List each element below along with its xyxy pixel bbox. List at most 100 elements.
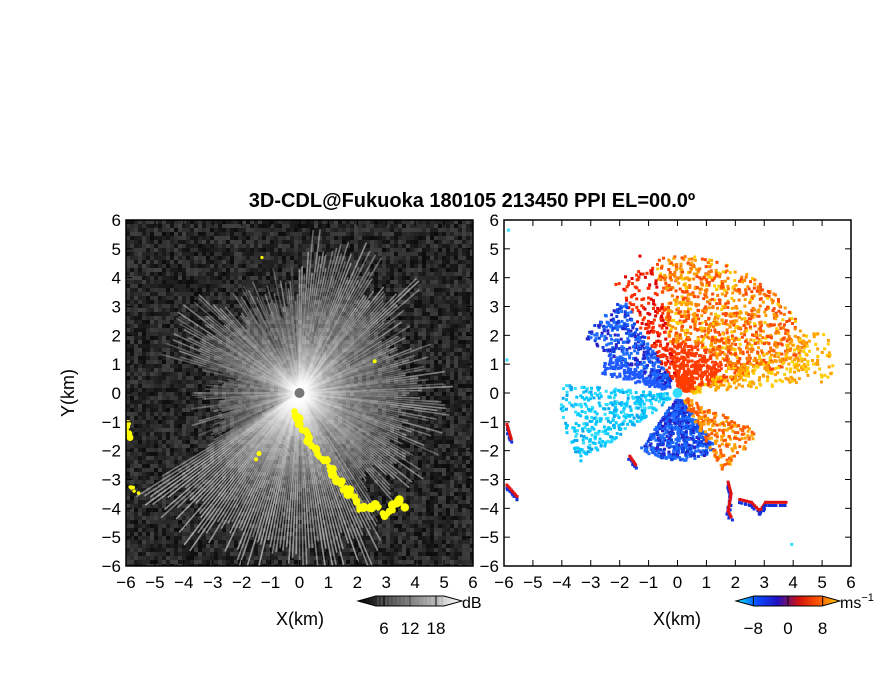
noise-cell bbox=[214, 336, 218, 340]
noise-cell bbox=[210, 360, 214, 364]
noise-cell bbox=[430, 248, 434, 252]
noise-cell bbox=[382, 324, 386, 328]
noise-cell bbox=[302, 308, 306, 312]
noise-cell bbox=[146, 340, 150, 344]
noise-cell bbox=[426, 292, 430, 296]
noise-cell bbox=[166, 252, 170, 256]
noise-cell bbox=[226, 432, 230, 436]
noise-cell bbox=[154, 272, 158, 276]
noise-cell bbox=[270, 240, 274, 244]
noise-cell bbox=[130, 280, 134, 284]
noise-cell bbox=[138, 260, 142, 264]
noise-cell bbox=[174, 268, 178, 272]
noise-cell bbox=[382, 424, 386, 428]
noise-cell bbox=[354, 324, 358, 328]
noise-cell bbox=[130, 328, 134, 332]
noise-cell bbox=[166, 404, 170, 408]
noise-cell bbox=[422, 328, 426, 332]
noise-cell bbox=[258, 224, 262, 228]
noise-cell bbox=[258, 360, 262, 364]
noise-cell bbox=[374, 268, 378, 272]
noise-cell bbox=[378, 412, 382, 416]
noise-cell bbox=[178, 328, 182, 332]
noise-cell bbox=[242, 236, 246, 240]
noise-cell bbox=[218, 336, 222, 340]
noise-cell bbox=[126, 312, 130, 316]
noise-cell bbox=[350, 396, 354, 400]
noise-cell bbox=[170, 308, 174, 312]
noise-cell bbox=[422, 360, 426, 364]
noise-cell bbox=[162, 296, 166, 300]
noise-cell bbox=[286, 312, 290, 316]
noise-cell bbox=[150, 412, 154, 416]
noise-cell bbox=[410, 280, 414, 284]
noise-cell bbox=[178, 340, 182, 344]
noise-cell bbox=[254, 240, 258, 244]
noise-cell bbox=[174, 288, 178, 292]
noise-cell bbox=[150, 220, 154, 224]
noise-cell bbox=[154, 244, 158, 248]
noise-cell bbox=[322, 428, 326, 432]
noise-cell bbox=[470, 244, 473, 248]
noise-cell bbox=[162, 316, 166, 320]
noise-cell bbox=[354, 436, 358, 440]
noise-cell bbox=[450, 348, 454, 352]
noise-cell bbox=[442, 444, 446, 448]
noise-cell bbox=[270, 416, 274, 420]
noise-cell bbox=[402, 324, 406, 328]
noise-cell bbox=[294, 376, 298, 380]
noise-cell bbox=[354, 396, 358, 400]
noise-cell bbox=[430, 328, 434, 332]
noise-cell bbox=[234, 384, 238, 388]
noise-cell bbox=[154, 416, 158, 420]
noise-cell bbox=[178, 280, 182, 284]
noise-cell bbox=[446, 240, 450, 244]
noise-cell bbox=[166, 396, 170, 400]
noise-cell bbox=[310, 384, 314, 388]
noise-cell bbox=[442, 240, 446, 244]
noise-cell bbox=[350, 408, 354, 412]
noise-cell bbox=[366, 316, 370, 320]
noise-cell bbox=[262, 296, 266, 300]
noise-cell bbox=[174, 356, 178, 360]
noise-cell bbox=[422, 404, 426, 408]
noise-cell bbox=[334, 280, 338, 284]
noise-cell bbox=[406, 400, 410, 404]
noise-cell bbox=[378, 428, 382, 432]
noise-cell bbox=[462, 248, 466, 252]
noise-cell bbox=[134, 296, 138, 300]
noise-cell bbox=[342, 376, 346, 380]
noise-cell bbox=[238, 232, 242, 236]
noise-cell bbox=[198, 444, 202, 448]
noise-cell bbox=[306, 332, 310, 336]
noise-cell bbox=[438, 320, 442, 324]
noise-cell bbox=[330, 372, 334, 376]
noise-cell bbox=[370, 332, 374, 336]
noise-cell bbox=[342, 276, 346, 280]
noise-cell bbox=[330, 396, 334, 400]
noise-cell bbox=[310, 260, 314, 264]
noise-cell bbox=[330, 296, 334, 300]
noise-cell bbox=[310, 280, 314, 284]
noise-cell bbox=[190, 436, 194, 440]
noise-cell bbox=[218, 228, 222, 232]
noise-cell bbox=[450, 344, 454, 348]
noise-cell bbox=[286, 380, 290, 384]
noise-cell bbox=[146, 268, 150, 272]
noise-cell bbox=[254, 292, 258, 296]
noise-cell bbox=[470, 328, 473, 332]
noise-cell bbox=[394, 396, 398, 400]
noise-cell bbox=[222, 388, 226, 392]
noise-cell bbox=[470, 444, 473, 448]
noise-cell bbox=[466, 356, 470, 360]
noise-cell bbox=[430, 300, 434, 304]
noise-cell bbox=[234, 228, 238, 232]
noise-cell bbox=[274, 292, 278, 296]
noise-cell bbox=[390, 256, 394, 260]
noise-cell bbox=[458, 408, 462, 412]
noise-cell bbox=[270, 364, 274, 368]
noise-cell bbox=[134, 448, 138, 452]
noise-cell bbox=[414, 344, 418, 348]
noise-cell bbox=[182, 392, 186, 396]
noise-cell bbox=[142, 356, 146, 360]
